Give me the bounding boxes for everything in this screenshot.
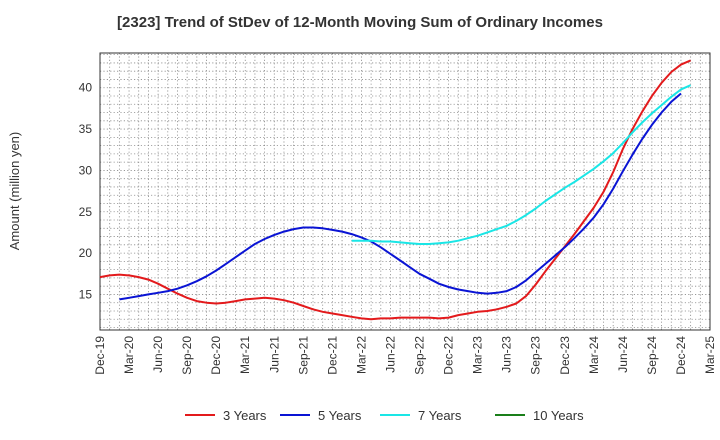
y-tick-labels: 15 20 25 30 35 40 xyxy=(79,81,93,302)
legend-label-3-years: 3 Years xyxy=(223,408,267,423)
legend: 3 Years 5 Years 7 Years 10 Years xyxy=(185,408,584,423)
x-tick-label: Mar-22 xyxy=(354,336,368,374)
x-tick-label: Mar-23 xyxy=(471,336,485,374)
y-tick-label: 30 xyxy=(79,163,93,177)
x-tick-labels: Dec-19 Mar-20 Jun-20 Sep-20 Dec-20 Mar-21 Jun-… xyxy=(93,336,717,375)
x-tick-label: Jun-20 xyxy=(151,336,165,373)
x-tick-label: Sep-21 xyxy=(296,336,310,375)
series-layer xyxy=(99,59,692,321)
legend-label-10-years: 10 Years xyxy=(533,408,584,423)
x-tick-label: Mar-21 xyxy=(238,336,252,374)
y-axis-label: Amount (million yen) xyxy=(7,132,22,251)
x-tick-label: Mar-25 xyxy=(703,336,717,374)
x-tick-label: Mar-20 xyxy=(122,336,136,374)
x-tick-label: Dec-21 xyxy=(325,336,339,375)
x-tick-label: Jun-21 xyxy=(267,336,281,373)
x-tick-label: Dec-20 xyxy=(209,336,223,375)
x-tick-label: Dec-24 xyxy=(674,336,688,375)
y-tick-label: 15 xyxy=(79,287,93,301)
chart-title: [2323] Trend of StDev of 12-Month Moving… xyxy=(117,14,603,31)
x-tick-label: Mar-24 xyxy=(587,336,601,374)
y-tick-label: 25 xyxy=(79,205,93,219)
x-tick-label: Jun-22 xyxy=(383,336,397,373)
legend-label-5-years: 5 Years xyxy=(318,408,362,423)
x-tick-label: Jun-23 xyxy=(500,336,514,373)
x-tick-label: Sep-24 xyxy=(645,336,659,375)
x-tick-label: Jun-24 xyxy=(616,336,630,373)
x-tick-label: Dec-22 xyxy=(442,336,456,375)
series-line-5-years xyxy=(119,92,682,301)
series-line-7-years xyxy=(351,84,692,245)
y-tick-label: 35 xyxy=(79,122,93,136)
x-tick-label: Sep-20 xyxy=(180,336,194,375)
y-tick-label: 40 xyxy=(79,81,93,95)
x-tick-label: Dec-19 xyxy=(93,336,107,375)
y-tick-label: 20 xyxy=(79,246,93,260)
series-line-3-years xyxy=(99,59,692,321)
plot-frame xyxy=(99,52,711,331)
x-tick-label: Dec-23 xyxy=(558,336,572,375)
x-tick-label: Sep-23 xyxy=(529,336,543,375)
plot-background xyxy=(100,53,710,330)
legend-label-7-years: 7 Years xyxy=(418,408,462,423)
x-tick-label: Sep-22 xyxy=(413,336,427,375)
